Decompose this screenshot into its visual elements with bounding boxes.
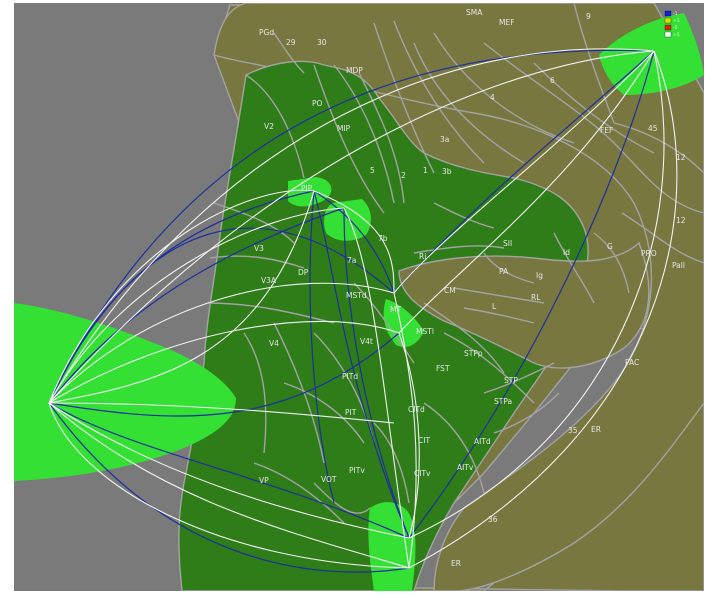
area-v3-label: V3 — [254, 244, 264, 253]
cortical-flatmap: SMA MEF 9 PGd 29 30 MDP PO V2 MIP 4 6 FEF 45 12 12 3a 3b 2… — [14, 3, 704, 591]
white-connection-pathways — [48, 48, 678, 569]
area-mip-label: MIP — [337, 124, 351, 133]
area-pac-label: PAC — [625, 358, 639, 367]
area-dp-label: DP — [298, 268, 309, 277]
area-smа-label: SMA — [466, 8, 483, 17]
area-ig-label: Ig — [536, 271, 543, 280]
area-v2-label: V2 — [264, 122, 274, 131]
highlight-region-left — [14, 303, 236, 481]
area-3b-label: 3b — [442, 167, 452, 176]
area-30-label: 30 — [317, 38, 327, 47]
area-v4t-label: V4t — [360, 337, 373, 346]
area-pit-label: PIT — [345, 408, 357, 417]
area-stpa-label: STPa — [494, 397, 512, 406]
area-pall-label: Pall — [672, 261, 685, 270]
area-g-label: G — [607, 242, 613, 251]
area-cm-label: CM — [444, 286, 456, 295]
legend-label: -1 — [673, 25, 678, 31]
legend-label: -1 — [673, 11, 678, 17]
area-pip-label: PIP — [301, 184, 313, 193]
area-fef-label: FEF — [600, 126, 613, 135]
area-45-label: 45 — [648, 124, 658, 133]
area-po-label: PO — [312, 99, 323, 108]
area-29-label: 29 — [286, 38, 296, 47]
area-6-label: 6 — [550, 76, 555, 85]
area-vot-label: VOT — [321, 475, 337, 484]
area-mef-label: MEF — [499, 18, 515, 27]
area-stpp-label: STPp — [464, 349, 483, 358]
area-35-label: 35 — [568, 426, 578, 435]
area-labels: SMA MEF 9 PGd 29 30 MDP PO V2 MIP 4 6 FEF 45 12 12 3a 3b 2… — [254, 8, 686, 568]
legend-swatch — [664, 17, 672, 24]
insula-olive-island — [398, 241, 650, 369]
area-borders — [207, 3, 704, 524]
legend-label: +1 — [673, 18, 680, 24]
area-er-bottom-label: ER — [451, 559, 461, 568]
legend-swatch — [664, 10, 672, 17]
area-7b-label: 7b — [378, 234, 388, 243]
highlight-region-bottom — [368, 502, 416, 591]
area-citd-label: CITd — [408, 405, 425, 414]
area-aitv-label: AITv — [457, 463, 474, 472]
legend: -1+1-1+1 — [664, 10, 680, 38]
legend-swatch — [664, 31, 672, 38]
area-ri-label: Ri — [419, 252, 426, 261]
area-sii-label: SII — [503, 239, 512, 248]
area-stp-label: STP — [504, 376, 518, 385]
area-mt-label: MT — [390, 305, 401, 314]
legend-swatch — [664, 24, 672, 31]
area-id-label: Id — [563, 248, 570, 257]
brain-flatmap-viewport: SMA MEF 9 PGd 29 30 MDP PO V2 MIP 4 6 FEF 45 12 12 3a 3b 2… — [14, 3, 704, 591]
area-pitd-label: PITd — [342, 372, 358, 381]
area-36-label: 36 — [488, 515, 498, 524]
area-3a-label: 3a — [440, 135, 449, 144]
area-l-label: L — [492, 302, 497, 311]
dark-green-cortex-region — [178, 60, 589, 591]
area-12b-label: 12 — [676, 216, 686, 225]
area-msti-label: MSTl — [416, 327, 434, 336]
highlight-region-mt — [383, 299, 424, 348]
area-mdp-label: MDP — [346, 66, 363, 75]
area-citv-label: CITv — [414, 469, 431, 478]
area-7a-label: 7a — [347, 256, 356, 265]
area-vp-label: VP — [259, 476, 269, 485]
area-mstd-label: MSTd — [346, 291, 367, 300]
area-v3a-label: V3A — [261, 276, 277, 285]
area-fst-label: FST — [436, 364, 450, 373]
area-5-label: 5 — [370, 166, 375, 175]
area-pgd-label: PGd — [259, 28, 274, 37]
area-v4-label: V4 — [269, 339, 279, 348]
area-12a-label: 12 — [676, 153, 686, 162]
area-1-label: 1 — [423, 166, 428, 175]
area-er-right-label: ER — [591, 425, 601, 434]
area-pa-label: PA — [499, 267, 509, 276]
area-pitv-label: PITv — [349, 466, 365, 475]
area-aitd-label: AITd — [474, 437, 491, 446]
area-cit-label: CIT — [418, 436, 430, 445]
area-4-label: 4 — [490, 93, 495, 102]
area-rl-label: RL — [531, 293, 541, 302]
legend-label: +1 — [673, 32, 680, 38]
area-pro-label: PRO — [641, 249, 657, 258]
area-9-label: 9 — [586, 12, 591, 21]
area-2-label: 2 — [401, 171, 406, 180]
